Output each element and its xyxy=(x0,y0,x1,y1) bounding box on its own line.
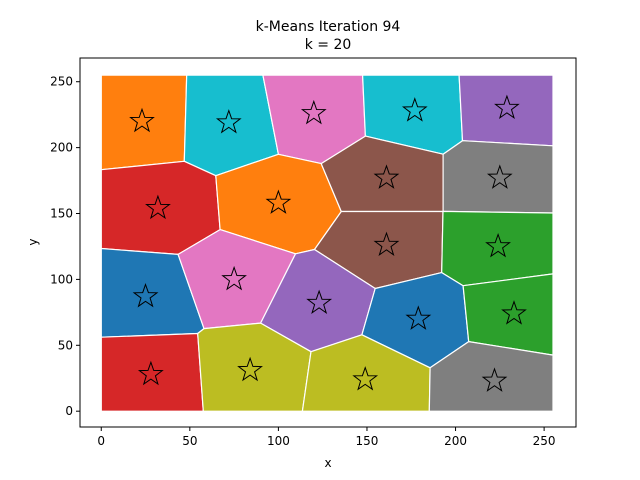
x-axis-label: x xyxy=(324,456,331,470)
plot-frame xyxy=(79,57,577,428)
cluster-region xyxy=(100,74,188,171)
x-tick-label: 0 xyxy=(97,434,105,448)
cluster-region xyxy=(301,334,431,412)
centroid-star-icon xyxy=(485,232,511,258)
centroid-star-icon xyxy=(300,99,327,125)
centroid-star-icon xyxy=(145,194,171,220)
centroid-star-icon xyxy=(132,282,159,308)
y-tick-label: 200 xyxy=(50,141,73,155)
centroid-star-icon xyxy=(481,367,508,392)
centroid-star-icon xyxy=(494,94,520,120)
cluster-regions xyxy=(100,74,554,412)
centroid-markers xyxy=(129,94,527,392)
centroid-star-icon xyxy=(486,164,513,189)
y-tick-label: 100 xyxy=(50,272,73,286)
centroid-star-icon xyxy=(405,305,432,330)
centroid-star-icon xyxy=(215,109,242,134)
x-tick-label: 200 xyxy=(444,434,467,448)
cluster-region xyxy=(441,210,554,287)
centroid-star-icon xyxy=(221,265,247,291)
centroid-star-icon xyxy=(401,97,428,122)
y-tick-label: 0 xyxy=(65,404,73,418)
y-axis-label: y xyxy=(26,238,40,245)
cluster-region xyxy=(428,341,554,412)
x-tick-label: 250 xyxy=(533,434,556,448)
chart-title: k-Means Iteration 94 xyxy=(256,19,401,35)
centroid-star-icon xyxy=(501,300,527,325)
centroid-star-icon xyxy=(137,360,164,386)
centroid-star-icon xyxy=(129,107,155,133)
centroid-star-icon xyxy=(373,231,400,257)
cluster-region xyxy=(442,140,554,214)
x-tick-label: 100 xyxy=(267,434,290,448)
y-tick-label: 150 xyxy=(50,207,73,221)
centroid-star-icon xyxy=(352,366,379,391)
chart-subtitle: k = 20 xyxy=(305,37,352,53)
centroid-star-icon xyxy=(265,189,292,214)
x-tick-label: 150 xyxy=(356,434,379,448)
x-tick-label: 50 xyxy=(182,434,197,448)
x-axis-ticks: 0 50 100 150 200 250 xyxy=(97,427,556,448)
y-tick-label: 250 xyxy=(50,75,73,89)
y-axis-ticks: 0 50 100 150 200 250 xyxy=(50,75,80,418)
cluster-region xyxy=(100,332,204,412)
centroid-star-icon xyxy=(306,289,333,315)
centroid-star-icon xyxy=(373,164,400,189)
cluster-region xyxy=(458,74,554,147)
centroid-star-icon xyxy=(237,356,263,382)
y-tick-label: 50 xyxy=(58,338,73,352)
